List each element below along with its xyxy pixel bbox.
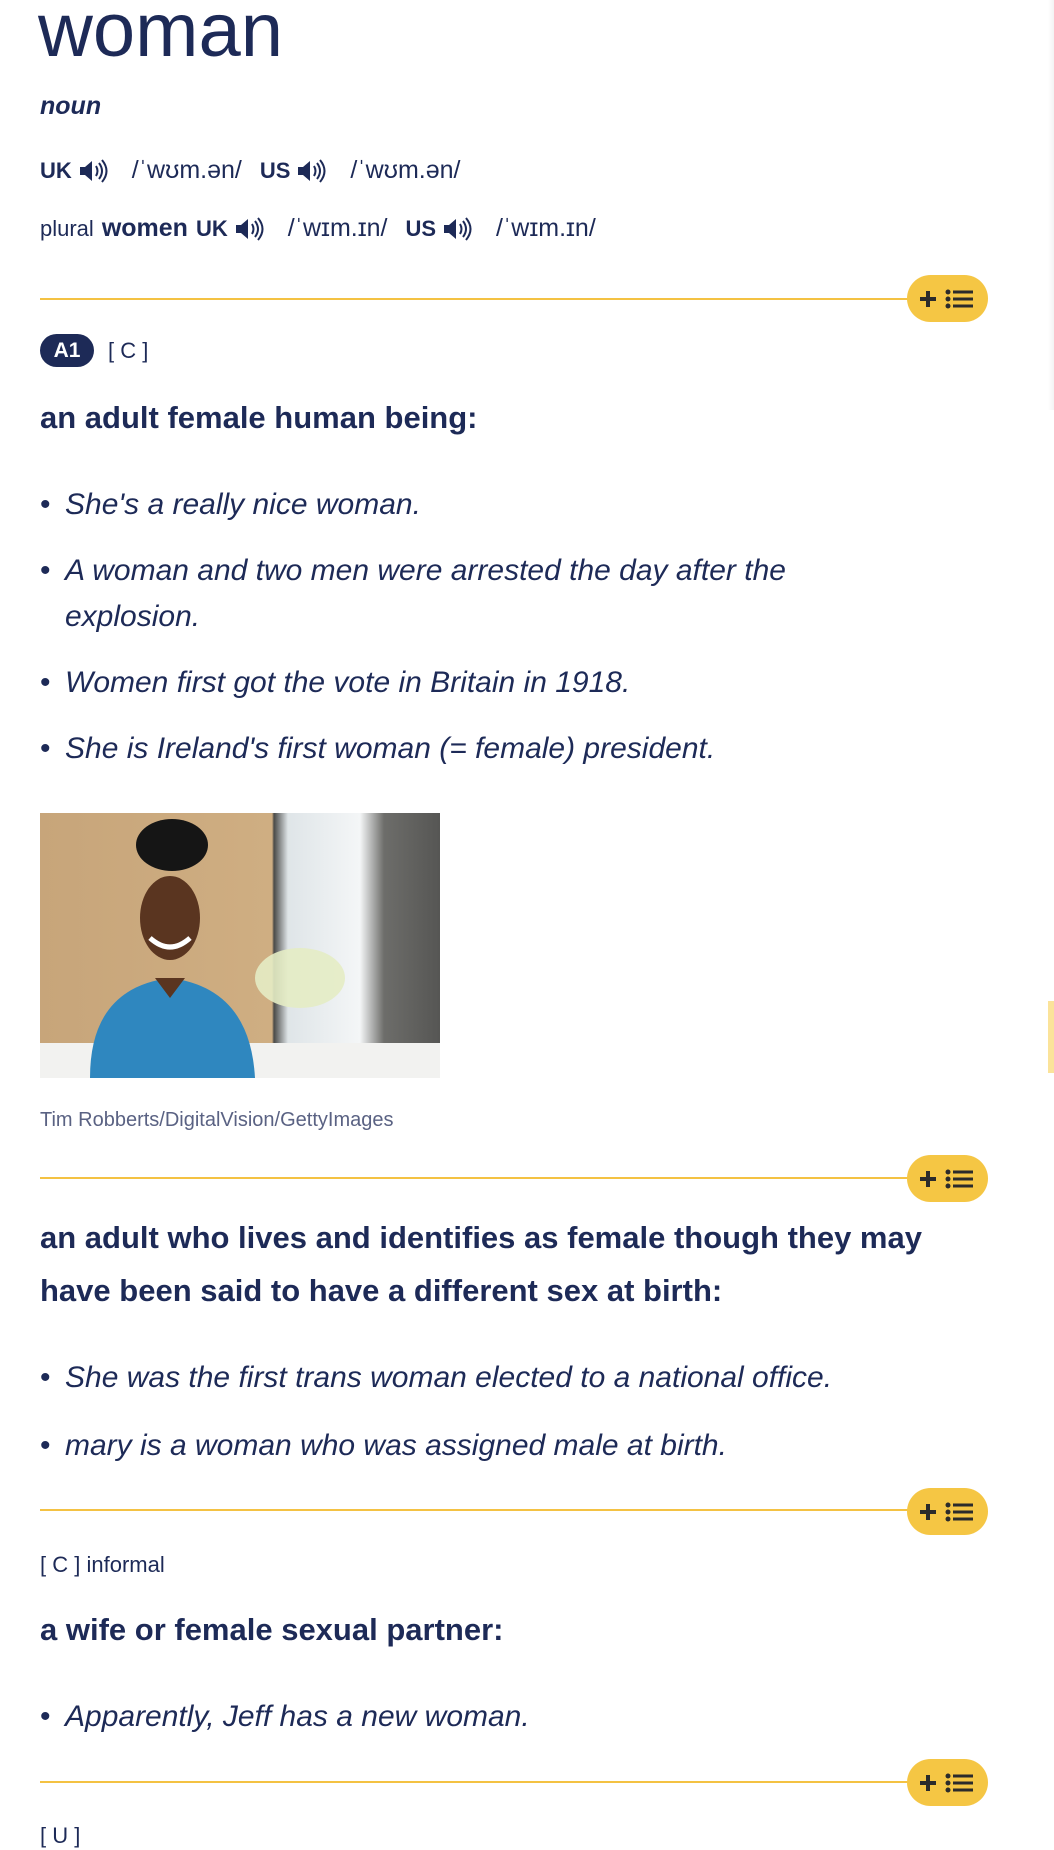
divider	[40, 1177, 920, 1179]
plus-list-icon	[919, 1773, 973, 1792]
add-to-word-list-button[interactable]	[907, 1759, 988, 1806]
add-to-word-list-button[interactable]	[907, 275, 988, 322]
uk-ipa: /ˈwɪm.ɪn/	[287, 214, 388, 242]
example: • mary is a woman who was assigned male a…	[40, 1429, 727, 1462]
add-to-word-list-button[interactable]	[907, 1488, 988, 1535]
headword: woman	[38, 0, 283, 73]
part-of-speech: noun	[40, 92, 102, 120]
side-panel-shadow	[1048, 0, 1054, 410]
example: • A woman and two men were arrested the d…	[40, 554, 786, 633]
uk-ipa: /ˈwʊm.ən/	[131, 156, 242, 184]
example: • She's a really nice woman.	[40, 488, 421, 521]
example: • She is Ireland's first woman (= female)…	[40, 732, 716, 765]
usage-label: informal	[86, 1552, 165, 1577]
us-ipa: /ˈwʊm.ən/	[350, 156, 461, 184]
side-tab[interactable]	[1048, 1001, 1054, 1073]
image-credit: Tim Robberts/DigitalVision/GettyImages	[40, 1109, 394, 1131]
definition: a wife or female sexual partner:	[40, 1612, 504, 1647]
add-to-word-list-button[interactable]	[907, 1155, 988, 1202]
example: • She was the first trans woman elected t…	[40, 1361, 833, 1394]
plural-row: plural women UK /ˈwɪm.ɪn/ US /ˈwɪm.ɪn/	[40, 214, 614, 243]
plural-label: plural	[40, 215, 94, 241]
divider	[40, 1781, 920, 1783]
us-label: US	[259, 157, 291, 183]
plus-list-icon	[919, 1502, 973, 1521]
example: • Apparently, Jeff has a new woman.	[40, 1700, 530, 1733]
definition: an adult female human being:	[40, 400, 478, 435]
pronunciation-row: UK /ˈwʊm.ən/ US /ˈwʊm.ən/	[40, 156, 478, 185]
uk-label: UK	[40, 157, 72, 183]
grammar-code: [ U ]	[40, 1823, 81, 1848]
speaker-icon[interactable]	[442, 216, 472, 242]
grammar-code: [ C ]	[40, 1552, 81, 1577]
us-label: US	[405, 215, 437, 241]
speaker-icon[interactable]	[234, 216, 264, 242]
grammar-code: [ C ]	[108, 338, 149, 363]
plural-form: women	[101, 214, 188, 242]
speaker-icon[interactable]	[78, 158, 108, 184]
level-badge: A1	[40, 334, 94, 367]
divider	[40, 298, 920, 300]
uk-label: UK	[195, 215, 228, 241]
divider	[40, 1509, 920, 1511]
plus-list-icon	[919, 289, 973, 308]
us-ipa: /ˈwɪm.ɪn/	[496, 214, 596, 242]
plus-list-icon	[919, 1169, 973, 1188]
definition: an adult who lives and identifies as fem…	[40, 1220, 922, 1308]
example: • Women first got the vote in Britain in …	[40, 666, 631, 699]
illustration-photo	[40, 813, 440, 1078]
speaker-icon[interactable]	[296, 158, 326, 184]
grammar-row: [ C ] informal	[40, 1552, 165, 1578]
